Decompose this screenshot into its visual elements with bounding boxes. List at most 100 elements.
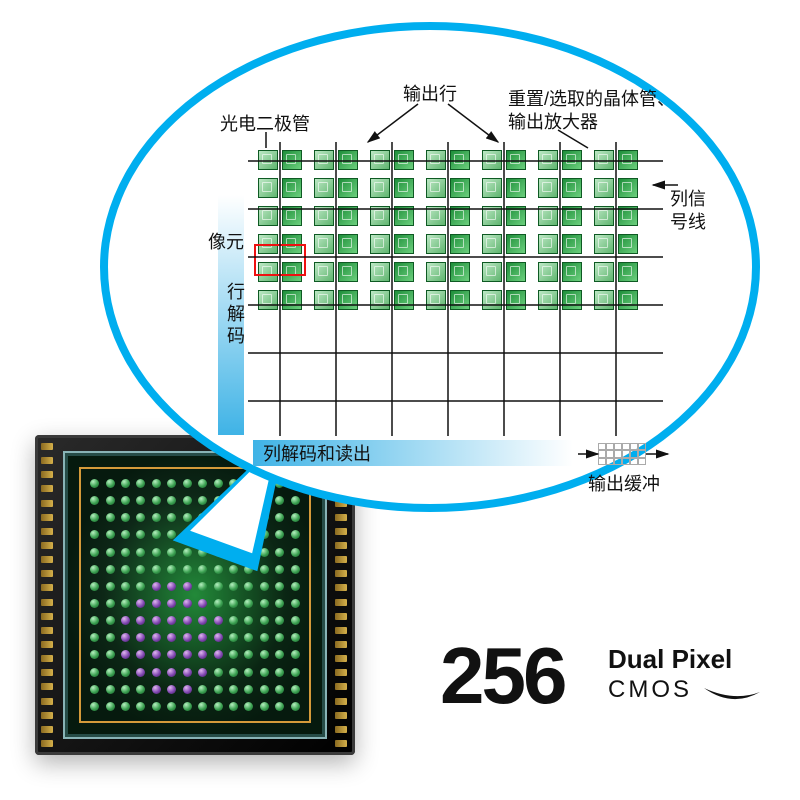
- chip-dot: [183, 702, 192, 711]
- chip-dot: [121, 616, 130, 625]
- pixel-pair: [594, 290, 638, 310]
- pixel: [482, 178, 502, 198]
- pixel-pair: [538, 262, 582, 282]
- pixel: [450, 234, 470, 254]
- row-decoder-label: 行解码: [222, 282, 248, 348]
- chip-dot: [121, 548, 130, 557]
- chip-dot: [244, 668, 253, 677]
- chip-dot: [229, 633, 238, 642]
- chip-pad: [335, 627, 347, 634]
- pixel-pair: [482, 290, 526, 310]
- chip-dot: [167, 633, 176, 642]
- pixel: [482, 290, 502, 310]
- pixel: [594, 150, 614, 170]
- pixel: [562, 150, 582, 170]
- chip-dot: [291, 650, 300, 659]
- pixel: [258, 150, 278, 170]
- pixel: [562, 234, 582, 254]
- label-output-amp: 输出放大器: [508, 108, 598, 134]
- buffer-cell: [598, 458, 606, 465]
- pixel: [538, 150, 558, 170]
- chip-dot: [214, 599, 223, 608]
- pixel: [338, 262, 358, 282]
- chip-dot: [260, 668, 269, 677]
- chip-dot: [136, 599, 145, 608]
- pixel: [450, 206, 470, 226]
- chip-dot: [214, 582, 223, 591]
- pixel: [618, 178, 638, 198]
- chip-dot: [198, 702, 207, 711]
- buffer-cell: [606, 443, 614, 450]
- pixel: [562, 178, 582, 198]
- pixel: [482, 234, 502, 254]
- chip-dot: [198, 616, 207, 625]
- chip-dot: [229, 685, 238, 694]
- chip-pad: [41, 599, 53, 606]
- chip-dot: [214, 702, 223, 711]
- chip-dot: [275, 702, 284, 711]
- chip-dot: [183, 616, 192, 625]
- chip-pad: [335, 641, 347, 648]
- col-decoder-bar: 列解码和读出: [253, 440, 573, 466]
- chip-dot: [198, 685, 207, 694]
- chip-pad: [335, 542, 347, 549]
- pixel-highlight-box: [254, 244, 306, 276]
- chip-dot: [90, 496, 99, 505]
- pixel: [370, 234, 390, 254]
- pixel-pair: [426, 178, 470, 198]
- pixel-pair: [482, 262, 526, 282]
- chip-dot: [106, 650, 115, 659]
- chip-dot: [291, 513, 300, 522]
- pixel: [506, 178, 526, 198]
- chip-dot: [229, 599, 238, 608]
- pixel: [618, 206, 638, 226]
- chip-dot: [90, 513, 99, 522]
- buffer-cell: [622, 450, 630, 457]
- chip-dot: [121, 633, 130, 642]
- chip-dot: [106, 633, 115, 642]
- chip-pad: [41, 698, 53, 705]
- buffer-cell: [614, 443, 622, 450]
- chip-dot: [90, 685, 99, 694]
- pixel-pair: [370, 234, 414, 254]
- buffer-cell: [606, 458, 614, 465]
- chip-dot: [90, 565, 99, 574]
- pixel-pair: [482, 150, 526, 170]
- chip-dot: [198, 565, 207, 574]
- chip-dot: [90, 616, 99, 625]
- chip-dot: [291, 565, 300, 574]
- chip-pad: [41, 528, 53, 535]
- pixel: [594, 234, 614, 254]
- chip-dot: [152, 650, 161, 659]
- chip-dot: [106, 582, 115, 591]
- pixel: [258, 290, 278, 310]
- pixel: [314, 206, 334, 226]
- buffer-cell: [638, 443, 646, 450]
- chip-dot: [260, 702, 269, 711]
- chip-dot: [152, 582, 161, 591]
- pixel-pair: [370, 290, 414, 310]
- pixel-pair: [594, 178, 638, 198]
- chip-dot: [183, 685, 192, 694]
- pixel: [594, 178, 614, 198]
- callout-ellipse: 光电二极管 输出行 重置/选取的晶体管、 输出放大器 像元 列信 号线 行解码 …: [100, 22, 760, 512]
- chip-dot: [106, 668, 115, 677]
- chip-dot: [106, 530, 115, 539]
- chip-dot: [229, 650, 238, 659]
- chip-dot: [291, 633, 300, 642]
- pixel: [394, 206, 414, 226]
- chip-dot: [90, 530, 99, 539]
- chip-dot: [106, 565, 115, 574]
- chip-dot: [152, 685, 161, 694]
- chip-dot: [183, 565, 192, 574]
- chip-dot: [260, 633, 269, 642]
- chip-dot: [275, 565, 284, 574]
- chip-dot: [121, 685, 130, 694]
- chip-dot: [183, 599, 192, 608]
- chip-pad: [41, 726, 53, 733]
- pixel-pair: [538, 234, 582, 254]
- chip-dot: [291, 685, 300, 694]
- buffer-cell: [622, 443, 630, 450]
- pixel: [394, 290, 414, 310]
- pixel-pair: [482, 206, 526, 226]
